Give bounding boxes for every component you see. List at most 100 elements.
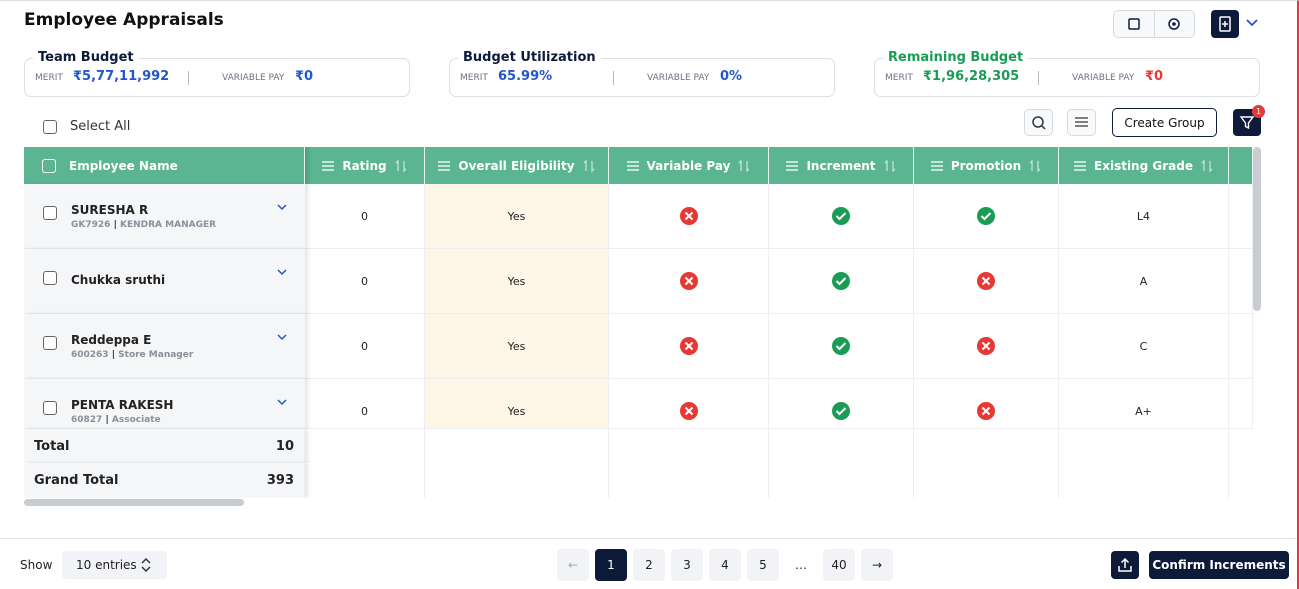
divider (1058, 463, 1059, 498)
dropdown-chevron[interactable] (1245, 17, 1259, 29)
menu-button[interactable] (1067, 109, 1096, 136)
row-checkbox[interactable] (43, 206, 57, 220)
status-yes (831, 271, 851, 291)
action-group (1113, 10, 1195, 38)
merit-value: ₹1,96,28,305 (923, 69, 1020, 84)
column-header[interactable]: Employee Name (24, 147, 305, 184)
employee-name: Reddeppa E (71, 333, 152, 347)
column-header[interactable]: Overall Eligibility (425, 147, 609, 184)
cell-rating: 0 (305, 184, 425, 249)
row-checkbox[interactable] (43, 271, 57, 285)
cell-rating: 0 (305, 249, 425, 314)
page-button[interactable]: 1 (595, 549, 627, 581)
next-page[interactable]: → (861, 549, 893, 581)
employee-id: 60827 (71, 415, 103, 425)
cell (1229, 314, 1253, 379)
employee-meta: 60827 | Associate (71, 415, 161, 425)
prev-page[interactable]: ← (557, 549, 589, 581)
merit-label: MERIT (885, 73, 913, 83)
page-button[interactable]: 3 (671, 549, 703, 581)
row-checkbox[interactable] (43, 401, 57, 415)
status-no (679, 271, 699, 291)
column-title: Rating (342, 158, 387, 173)
expand[interactable] (276, 397, 288, 407)
variable-value: ₹0 (1145, 69, 1164, 84)
page-button[interactable]: 40 (823, 549, 855, 581)
entries-select[interactable]: 10 entries (62, 551, 167, 579)
expand[interactable] (276, 267, 288, 277)
h-scrollbar[interactable] (24, 499, 244, 506)
status-yes (831, 336, 851, 356)
page-button[interactable]: 5 (747, 549, 779, 581)
total-row: Grand Total 393 (24, 463, 1253, 498)
confirm-button[interactable]: Confirm Increments (1149, 551, 1289, 579)
column-title: Existing Grade (1094, 158, 1193, 173)
status-no (679, 206, 699, 226)
divider (1228, 429, 1229, 464)
search-button[interactable] (1024, 109, 1053, 136)
budget-card: Remaining Budget MERIT ₹1,96,28,305 VARIABL… (874, 50, 1260, 97)
name-cell: Reddeppa E 600263 | Store Manager (24, 314, 305, 379)
entries-value: 10 entries (76, 558, 137, 572)
divider (913, 463, 914, 498)
expand[interactable] (276, 202, 288, 212)
merit-label: MERIT (460, 73, 488, 83)
column-header[interactable]: Variable Pay (609, 147, 769, 184)
select-all-label: Select All (70, 119, 131, 134)
divider (304, 463, 305, 498)
cell-promotion (914, 249, 1059, 314)
page-button[interactable]: 2 (633, 549, 665, 581)
cell-rating: 0 (305, 314, 425, 379)
cell (1229, 249, 1253, 314)
column-header[interactable]: Promotion (914, 147, 1059, 184)
divider (913, 429, 914, 464)
variable-label: VARIABLE PAY (222, 73, 285, 83)
merit-value: ₹5,77,11,992 (73, 69, 170, 84)
cell-grade: A (1059, 249, 1229, 314)
divider (768, 463, 769, 498)
filter-badge: 1 (1252, 105, 1265, 118)
status-no (679, 336, 699, 356)
divider (768, 429, 769, 464)
employee-id: 600263 (71, 350, 109, 360)
divider (1058, 429, 1059, 464)
employee-name: Chukka sruthi (71, 273, 166, 287)
variable-value: ₹0 (295, 69, 314, 84)
employee-name: SURESHA R (71, 203, 149, 217)
create-group-button[interactable]: Create Group (1112, 108, 1217, 137)
employee-name: PENTA RAKESH (71, 398, 174, 412)
share-button[interactable] (1111, 551, 1139, 579)
column-header[interactable]: Existing Grade (1059, 147, 1229, 184)
column-header[interactable]: Increment (769, 147, 914, 184)
column-title: Increment (806, 158, 876, 173)
row-checkbox[interactable] (43, 336, 57, 350)
page-title: Employee Appraisals (24, 10, 224, 30)
column-header[interactable]: Rating (305, 147, 425, 184)
separator (613, 71, 614, 85)
variable-value: 0% (720, 69, 743, 84)
column-title: Overall Eligibility (458, 158, 575, 173)
cell-variable-pay (609, 249, 769, 314)
divider (424, 429, 425, 464)
status-no (679, 401, 699, 421)
export-button[interactable] (1211, 10, 1239, 38)
total-name-bg (24, 429, 305, 464)
budget-card: Budget Utilization MERIT 65.99% VARIABLE PA… (449, 50, 835, 97)
divider (424, 463, 425, 498)
total-value: 393 (266, 473, 294, 488)
expand[interactable] (276, 332, 288, 342)
cell-promotion (914, 184, 1059, 249)
cell-eligibility: Yes (425, 249, 609, 314)
cell-eligibility: Yes (425, 314, 609, 379)
column-header (1229, 147, 1253, 184)
page-button[interactable]: 4 (709, 549, 741, 581)
table: Employee Name Rating Overall Eligibility Va… (24, 147, 1253, 498)
cell-increment (769, 314, 914, 379)
icons (1128, 11, 1180, 37)
employee-meta: 600263 | Store Manager (71, 350, 194, 360)
total-value: 10 (275, 439, 294, 454)
total-name-bg (24, 463, 305, 498)
select-all-checkbox[interactable] (43, 120, 57, 134)
column-title: Promotion (950, 158, 1022, 173)
v-scrollbar[interactable] (1253, 147, 1261, 311)
